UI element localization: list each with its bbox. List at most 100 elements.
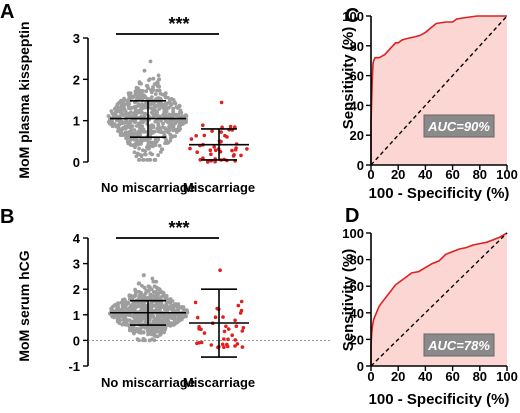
data-point (219, 130, 223, 134)
data-point (245, 147, 249, 151)
data-point (135, 89, 140, 94)
data-point (151, 76, 156, 81)
data-point (164, 303, 169, 308)
data-point (128, 312, 132, 317)
data-point (161, 125, 165, 130)
panel-letter: C (345, 5, 359, 27)
data-point (140, 283, 144, 288)
data-point (148, 294, 153, 299)
data-point (233, 318, 237, 323)
data-point (149, 305, 154, 310)
data-point (157, 143, 162, 148)
y-tick-label: 80 (350, 39, 364, 54)
data-point (129, 137, 133, 142)
data-point (142, 93, 146, 98)
data-point (147, 77, 152, 82)
data-point (156, 313, 161, 318)
x-tick-label: 60 (445, 167, 459, 182)
data-point (139, 317, 144, 322)
data-point (131, 114, 136, 119)
data-point (179, 317, 184, 322)
x-tick-label: 40 (418, 167, 432, 182)
data-point (195, 150, 199, 154)
data-point (153, 309, 157, 313)
data-point (222, 329, 227, 334)
data-point (150, 276, 155, 281)
data-point (156, 318, 160, 323)
data-point (112, 315, 116, 320)
data-point (174, 130, 179, 135)
y-tick-label: 0 (73, 333, 80, 348)
y-tick-label: 1 (73, 114, 80, 129)
category-label: No miscarriage (101, 375, 195, 390)
x-tick-label: 20 (391, 369, 405, 384)
x-axis-label: 100 - Specificity (%) (369, 391, 510, 408)
data-point (151, 114, 156, 119)
data-point (188, 146, 192, 151)
data-point (169, 323, 173, 328)
data-point (147, 285, 152, 290)
data-point (137, 80, 142, 84)
data-point (145, 83, 150, 88)
y-tick-label: 20 (350, 332, 364, 347)
y-tick-label: 60 (350, 279, 364, 294)
x-tick-label: 80 (473, 167, 487, 182)
data-point (238, 311, 243, 315)
data-point (161, 106, 166, 111)
data-point (156, 300, 161, 305)
data-point (213, 315, 218, 320)
data-point (149, 89, 154, 94)
data-point (213, 159, 217, 164)
panel-A: A 0 1 2 3 MoM plasma kisspeptin No miscarriage… (0, 1, 255, 195)
data-point (166, 299, 171, 304)
auc-label: AUC=78% (427, 338, 490, 353)
data-point (189, 137, 194, 141)
data-point (158, 333, 163, 337)
data-point (153, 138, 158, 143)
data-point (125, 121, 130, 126)
y-tick-label: 40 (350, 306, 364, 321)
panel-letter: D (345, 205, 359, 227)
data-point (117, 114, 121, 119)
data-point (160, 290, 164, 294)
data-point (147, 338, 152, 343)
data-point (166, 128, 171, 133)
data-point (106, 120, 111, 124)
category-label: Miscarriage (183, 180, 255, 195)
data-point (138, 132, 143, 137)
data-point (241, 326, 246, 330)
data-point (143, 317, 148, 321)
data-point (129, 303, 134, 308)
data-point (152, 290, 157, 294)
data-point (121, 103, 126, 108)
data-point (148, 59, 153, 64)
category-label: No miscarriage (101, 180, 195, 195)
data-point (126, 114, 131, 118)
x-tick-label: 80 (473, 369, 487, 384)
data-point (132, 104, 137, 109)
data-point (148, 102, 153, 107)
data-point (138, 89, 143, 94)
data-point (139, 140, 144, 144)
data-point (202, 133, 207, 138)
data-point (151, 106, 156, 111)
data-point (209, 152, 213, 156)
data-point (139, 325, 144, 330)
data-point (169, 314, 174, 319)
y-tick-label: 4 (73, 231, 81, 246)
data-point (168, 138, 173, 143)
data-point (134, 326, 139, 331)
x-tick-label: 60 (445, 369, 459, 384)
data-point (162, 318, 167, 323)
data-point (173, 134, 178, 139)
data-point (141, 158, 146, 162)
data-point (117, 123, 121, 127)
data-point (165, 313, 170, 318)
data-point (130, 320, 135, 325)
data-point (181, 118, 185, 123)
data-point (139, 106, 144, 110)
significance-label: *** (168, 218, 189, 238)
data-point (171, 128, 175, 133)
data-point (115, 306, 119, 311)
data-point (134, 112, 138, 117)
